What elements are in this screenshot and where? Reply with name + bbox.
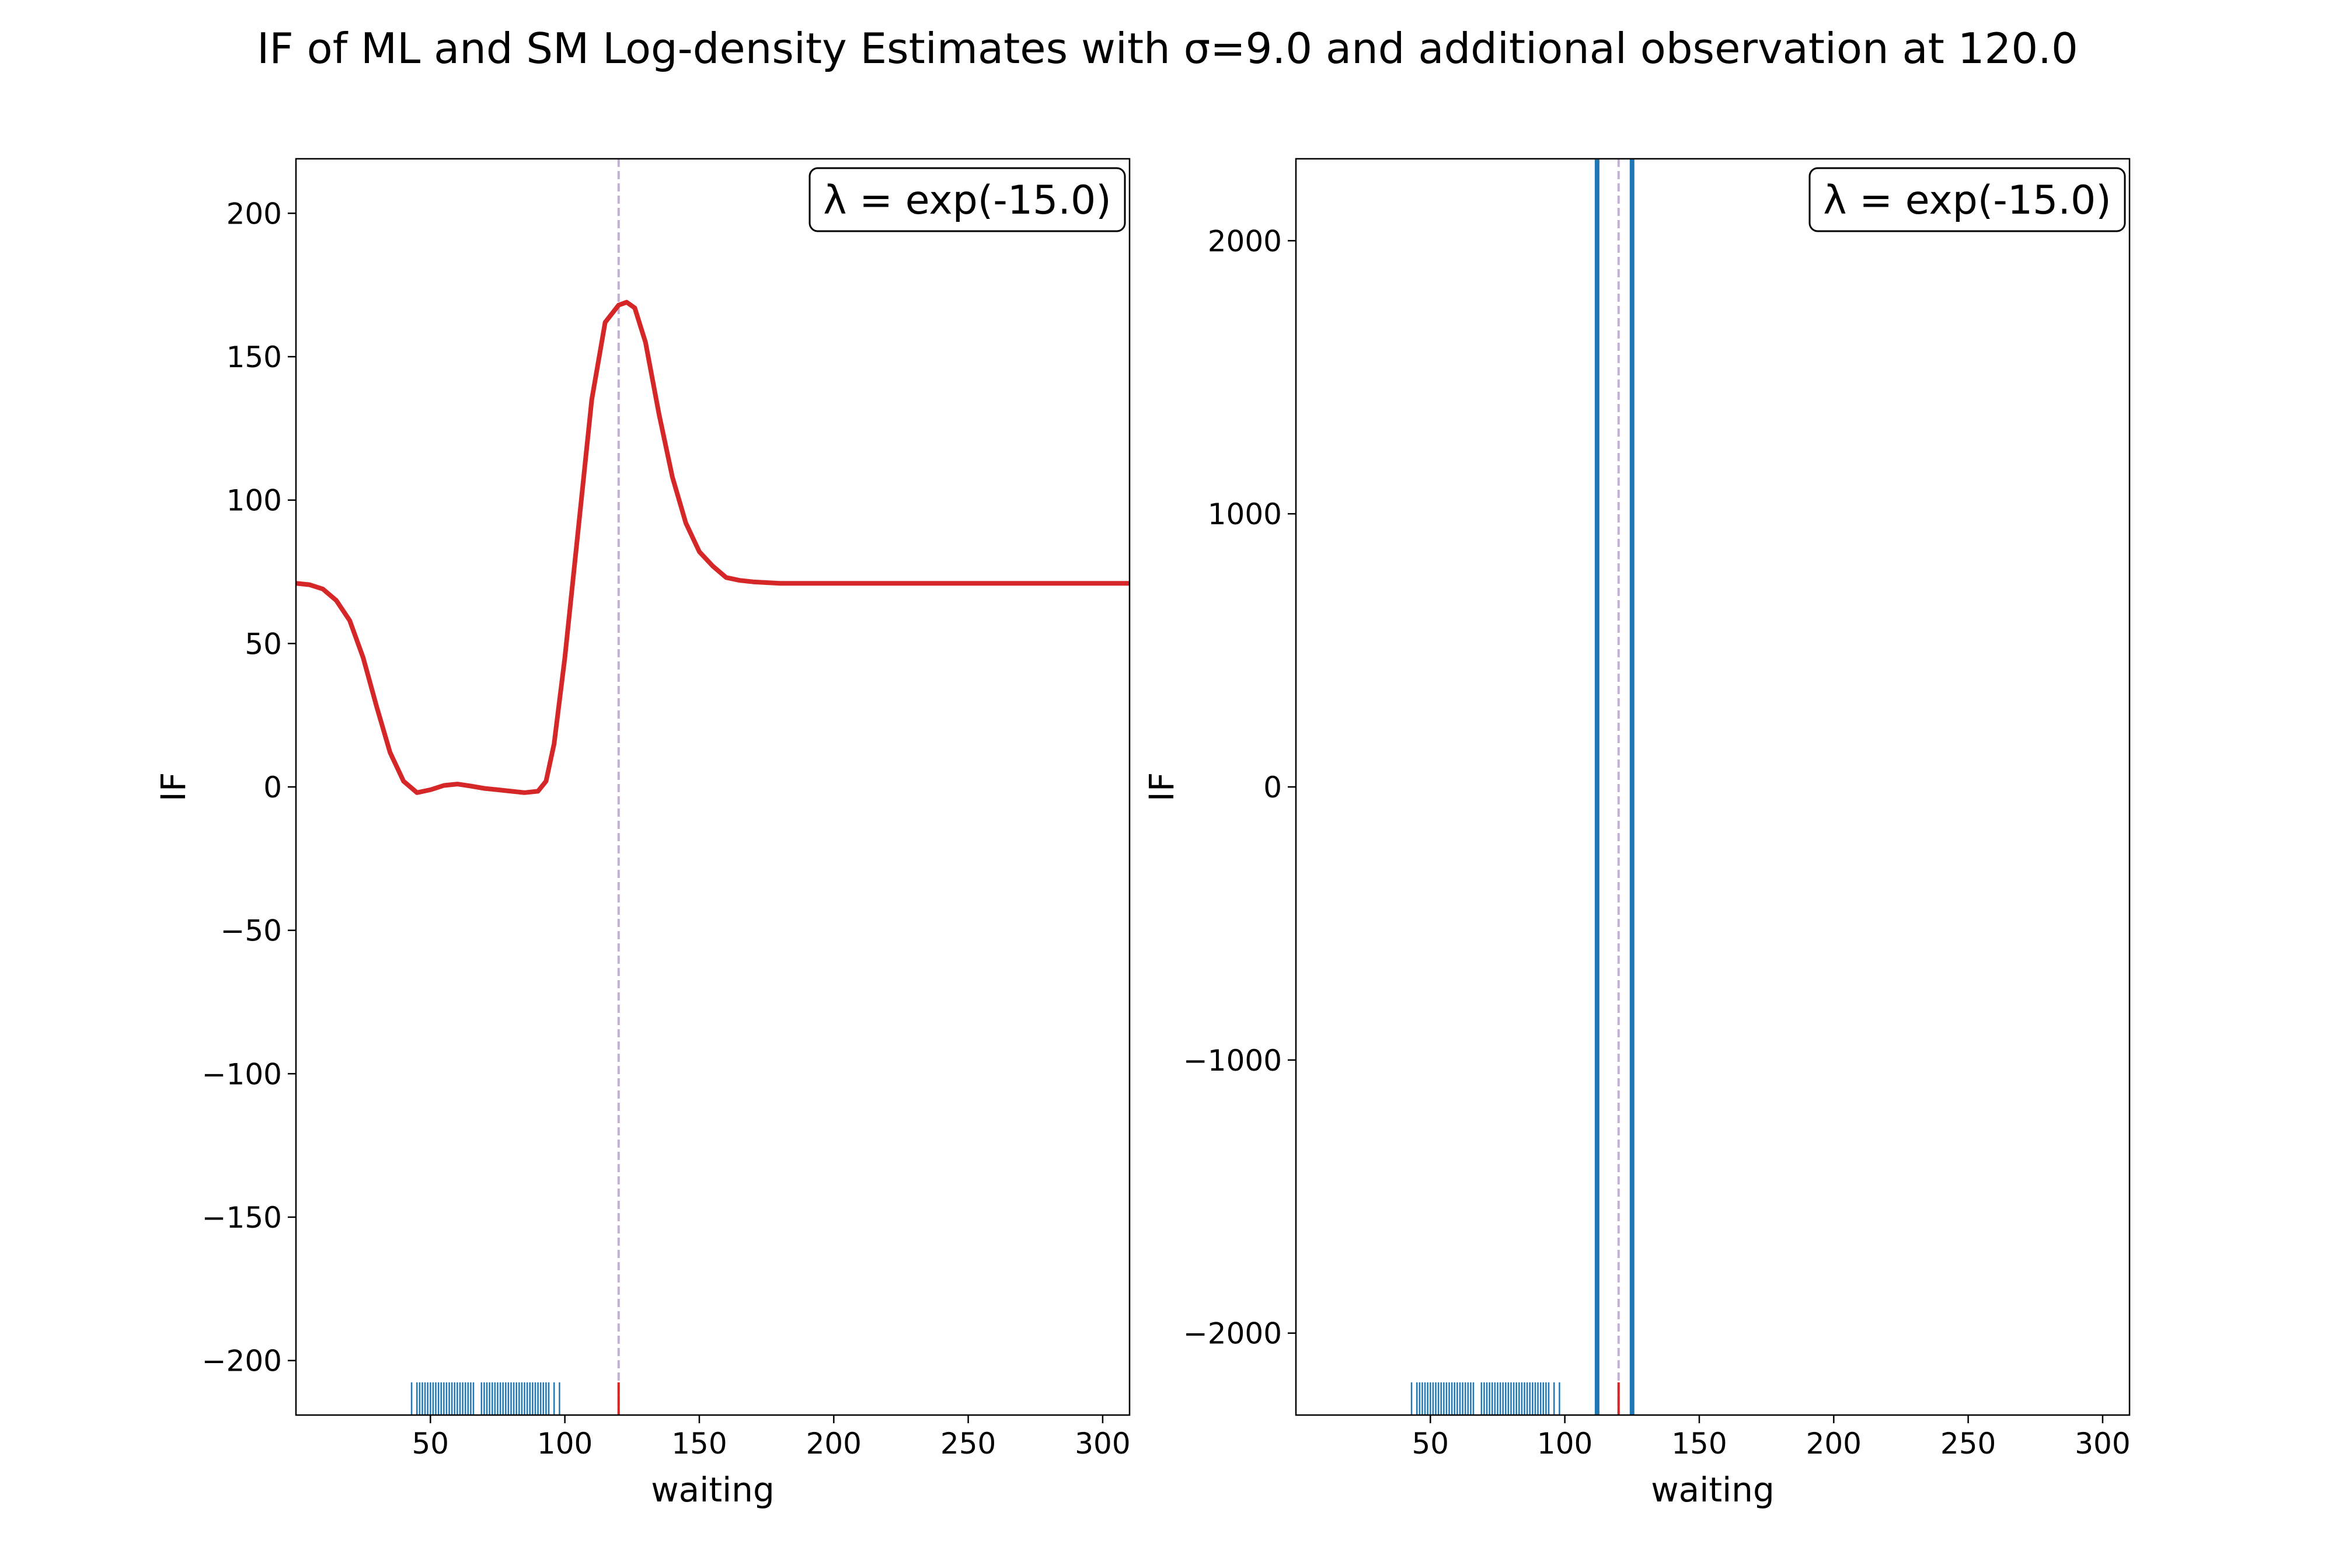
axes-frame bbox=[295, 158, 1131, 1416]
x-tick-label: 300 bbox=[1075, 1427, 1130, 1461]
x-tick-label: 150 bbox=[1671, 1427, 1727, 1461]
legend-box bbox=[808, 167, 1126, 232]
x-tick-label: 100 bbox=[1537, 1427, 1592, 1461]
y-tick-label: −200 bbox=[202, 1344, 282, 1378]
x-tick-label: 100 bbox=[537, 1427, 593, 1461]
y-axis-label: IF bbox=[1142, 772, 1182, 802]
x-tick-label: 200 bbox=[806, 1427, 862, 1461]
y-tick-label: −2000 bbox=[1183, 1317, 1282, 1351]
plot-area bbox=[296, 159, 1130, 1415]
x-axis-label: waiting bbox=[1651, 1470, 1775, 1510]
y-tick-label: 50 bbox=[245, 627, 282, 661]
y-tick-label: −50 bbox=[220, 914, 282, 948]
legend-text: λ = exp(-15.0) bbox=[1823, 177, 2111, 224]
x-tick-label: 250 bbox=[1940, 1427, 1996, 1461]
x-tick-label: 150 bbox=[671, 1427, 727, 1461]
y-tick-label: 2000 bbox=[1208, 224, 1282, 258]
x-axis-label: waiting bbox=[651, 1470, 775, 1510]
series-line-0-0 bbox=[296, 299, 1130, 795]
legend: λ = exp(-15.0) bbox=[808, 167, 1126, 232]
x-tick-label: 200 bbox=[1806, 1427, 1862, 1461]
y-tick-label: −150 bbox=[202, 1201, 282, 1235]
legend-text: λ = exp(-15.0) bbox=[823, 177, 1111, 224]
x-tick-label: 300 bbox=[2075, 1427, 2130, 1461]
y-tick-label: 100 bbox=[226, 484, 282, 518]
x-tick-label: 250 bbox=[940, 1427, 996, 1461]
axes-frame bbox=[1295, 158, 2131, 1416]
x-tick-label: 50 bbox=[1412, 1427, 1449, 1461]
legend: λ = exp(-15.0) bbox=[1808, 167, 2126, 232]
ml-panel: 50 100 150 200 250 300 −200 −150 −100 −50 0 50 100 15… bbox=[154, 158, 1131, 1510]
sm-panel: 50 100 150 200 250 300 −2000 −1000 0 1000 2000 wait… bbox=[1142, 158, 2131, 1510]
y-tick-label: 0 bbox=[263, 771, 282, 804]
x-tick-label: 50 bbox=[412, 1427, 449, 1461]
y-tick-label: 200 bbox=[226, 197, 282, 231]
y-tick-label: 0 bbox=[1263, 771, 1282, 804]
y-tick-label: 150 bbox=[226, 340, 282, 374]
figure-title: IF of ML and SM Log-density Estimates wi… bbox=[257, 24, 2078, 73]
y-tick-label: −1000 bbox=[1183, 1044, 1282, 1078]
y-tick-label: −100 bbox=[202, 1057, 282, 1091]
plot-area bbox=[1410, 159, 1634, 1415]
y-tick-label: 1000 bbox=[1208, 497, 1282, 531]
legend-box bbox=[1808, 167, 2126, 232]
y-axis-label: IF bbox=[154, 772, 193, 802]
